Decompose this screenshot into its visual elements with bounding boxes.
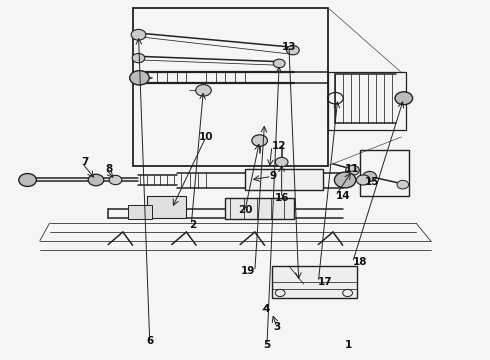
Text: 1: 1: [345, 340, 352, 350]
Bar: [225, 198, 294, 220]
Text: 16: 16: [274, 193, 289, 203]
Text: 15: 15: [365, 177, 380, 187]
Circle shape: [132, 53, 145, 63]
Circle shape: [397, 180, 409, 189]
Circle shape: [88, 174, 104, 186]
Circle shape: [395, 92, 413, 105]
Circle shape: [363, 171, 376, 181]
Circle shape: [334, 172, 356, 188]
Bar: [128, 205, 152, 220]
Bar: [147, 196, 186, 218]
Bar: [360, 149, 409, 196]
Text: 12: 12: [272, 141, 286, 151]
Text: 2: 2: [189, 220, 196, 230]
Circle shape: [131, 30, 146, 40]
Text: 19: 19: [241, 266, 255, 276]
Text: 6: 6: [146, 336, 153, 346]
Bar: [245, 169, 323, 190]
Circle shape: [273, 59, 285, 68]
Circle shape: [252, 135, 268, 146]
Circle shape: [287, 45, 299, 55]
Circle shape: [345, 165, 359, 175]
Circle shape: [109, 175, 122, 185]
Circle shape: [275, 157, 288, 167]
Bar: [133, 8, 328, 166]
Bar: [272, 266, 357, 298]
Text: 11: 11: [345, 164, 360, 174]
Text: 10: 10: [198, 132, 213, 142]
Text: 14: 14: [335, 191, 350, 201]
Text: 13: 13: [282, 42, 296, 52]
Text: 20: 20: [238, 206, 252, 216]
Circle shape: [196, 85, 211, 96]
Circle shape: [130, 71, 149, 85]
Text: 18: 18: [352, 257, 367, 267]
Text: 5: 5: [263, 340, 270, 350]
Text: 8: 8: [106, 164, 113, 174]
Circle shape: [19, 174, 36, 186]
Text: 7: 7: [81, 157, 89, 167]
Text: 3: 3: [273, 322, 280, 332]
Text: 9: 9: [270, 171, 276, 181]
Bar: [328, 72, 406, 130]
Text: 4: 4: [262, 304, 270, 314]
Text: 17: 17: [318, 277, 333, 287]
Circle shape: [356, 175, 370, 185]
